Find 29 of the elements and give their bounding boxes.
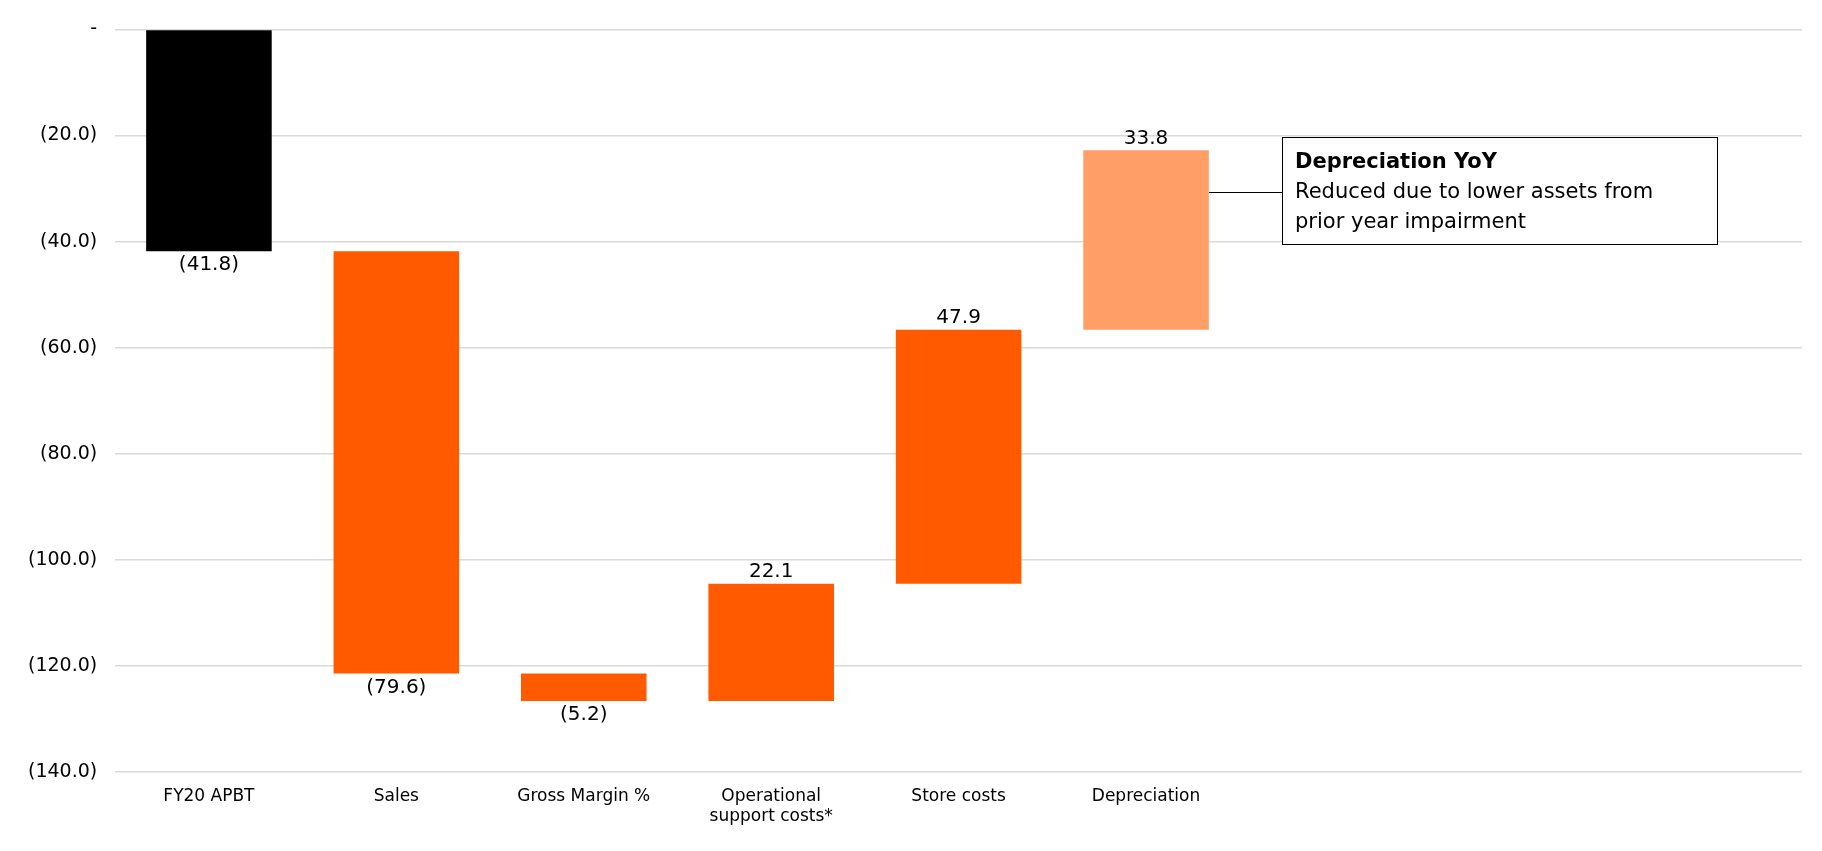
data-label: (79.6) <box>366 673 427 698</box>
y-tick-label: (120.0) <box>28 653 98 676</box>
bar <box>520 673 647 702</box>
data-label: (41.8) <box>178 251 239 276</box>
x-tick-label: Store costs <box>911 784 1006 805</box>
data-label: 33.8 <box>1123 124 1169 149</box>
callout-box: Depreciation YoY Reduced due to lower assets from prior year impairment <box>1282 137 1718 245</box>
y-tick-label: (20.0) <box>40 122 98 145</box>
data-label: (5.2) <box>560 701 608 726</box>
annotation: Depreciation YoY <box>1295 148 1498 175</box>
y-tick-label: (60.0) <box>40 334 98 357</box>
data-label: 47.9 <box>936 303 981 328</box>
x-tick-label: Operational support costs* <box>709 784 833 826</box>
y-tick-label: (40.0) <box>40 228 98 251</box>
bar <box>895 329 1022 584</box>
bar <box>146 30 272 252</box>
x-tick-label: Depreciation <box>1091 784 1201 805</box>
data-label: 22.1 <box>748 558 794 583</box>
x-tick-label: Gross Margin % <box>517 784 651 805</box>
x-tick-label: FY20 APBT <box>163 784 256 805</box>
y-tick-label: (140.0) <box>28 759 98 782</box>
y-tick-label: (80.0) <box>40 440 98 463</box>
bar <box>708 583 834 702</box>
y-tick-label: - <box>90 16 98 39</box>
bar <box>333 251 460 674</box>
y-tick-label: (100.0) <box>28 546 98 569</box>
bar <box>1083 150 1209 330</box>
annotation: Reduced due to lower assets from prior year impairment <box>1295 178 1655 235</box>
x-tick-label: Sales <box>373 784 420 805</box>
